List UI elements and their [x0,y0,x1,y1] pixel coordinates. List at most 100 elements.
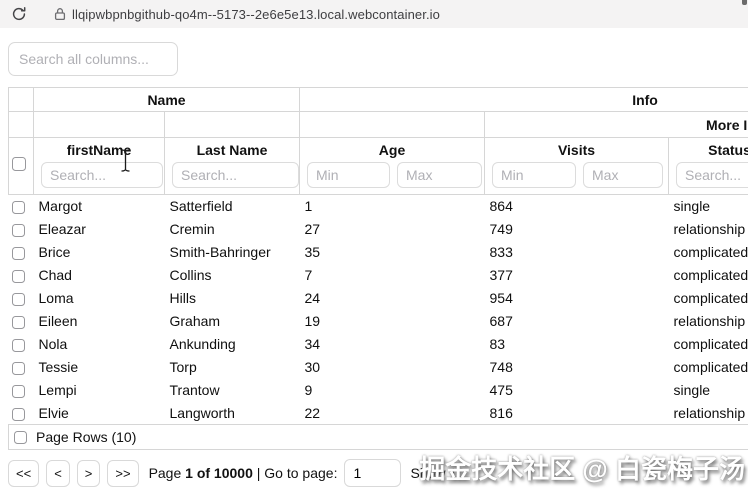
cell-age: 27 [304,221,321,237]
table-footer: Page Rows (10) [8,424,748,450]
cell-first-name: Eileen [38,313,78,329]
cell-last-name: Hills [169,290,196,306]
table-row: Brice Smith-Bahringer 35 833 complicated [9,241,748,264]
column-label: firstName [66,142,132,158]
cell-status: single [673,198,711,215]
cell-visits: 475 [489,382,513,398]
cell-last-name: Langworth [169,404,235,421]
age-max-filter-input[interactable] [397,162,483,188]
address-bar[interactable]: llqipwbpnbgithub-qo4m--5173--2e6e5e13.lo… [72,6,440,22]
cell-age: 30 [304,359,321,375]
row-select-cell [9,356,34,379]
cell-status: complicated [673,267,748,283]
placeholder-cell [299,111,486,138]
browser-toolbar: llqipwbpnbgithub-qo4m--5173--2e6e5e13.lo… [0,0,748,28]
cell-status: complicated [673,359,748,375]
select-all-checkbox[interactable] [12,157,26,171]
cell-status: single [673,382,711,398]
page-indicator: Page 1 of 10000 | Go to page: [149,465,338,481]
cell-first-name: Chad [38,267,72,283]
row-checkbox[interactable] [11,223,25,237]
column-label: Last Name [196,142,268,158]
status-filter-input[interactable] [676,162,748,188]
row-checkbox[interactable] [11,338,25,352]
prev-page-button[interactable]: < [46,459,70,487]
cell-age: 24 [304,290,321,306]
cell-first-name: Margot [38,198,83,215]
cell-last-name: Trantow [169,382,220,398]
first-page-button[interactable]: << [8,459,40,487]
row-checkbox[interactable] [11,361,25,375]
page-label: Page [148,465,186,481]
table-row: Elvie Langworth 22 816 relationship [9,402,748,425]
row-select-cell [9,195,34,218]
cell-age: 9 [304,382,313,398]
cell-first-name: Lempi [38,382,77,398]
page-rows-label: Page Rows (10) [36,429,137,445]
page-rows-checkbox[interactable] [14,430,27,444]
window-corner-artifact [742,0,747,5]
row-checkbox[interactable] [11,269,25,283]
lock-icon[interactable] [54,7,66,21]
column-header-first-name: firstName [33,137,165,195]
cell-visits: 749 [489,221,513,237]
pagination-bar: << < > >> Page 1 of 10000 | Go to page: … [8,450,740,487]
table-row: Nola Ankunding 34 83 complicated [9,333,748,356]
table-row: Chad Collins 7 377 complicated [9,264,748,287]
table-row: Tessie Torp 30 748 complicated [9,356,748,379]
cell-status: complicated [673,244,748,260]
first-name-filter-input[interactable] [41,162,163,188]
row-checkbox[interactable] [11,384,25,398]
cell-visits: 954 [489,290,513,306]
cell-status: relationship [673,404,746,421]
table-row: Lempi Trantow 9 475 single [9,379,748,402]
row-checkbox[interactable] [11,292,25,306]
row-checkbox[interactable] [11,315,25,329]
row-checkbox[interactable] [11,246,25,260]
cell-visits: 377 [489,267,513,283]
group-header-row: Name Info [8,87,748,112]
placeholder-cell [8,111,34,138]
goto-page-input[interactable] [344,459,402,487]
next-page-button[interactable]: > [76,459,101,487]
cell-first-name: Eleazar [38,221,86,237]
cell-last-name: Collins [169,267,212,283]
column-header-age: Age [299,137,486,195]
table-body: Margot Satterfield 1 864 single Eleazar … [9,195,748,425]
cell-status: complicated [673,336,748,352]
cell-first-name: Loma [38,290,74,306]
reload-icon[interactable] [10,5,28,23]
column-header-visits: Visits [484,137,670,195]
cell-visits: 748 [489,359,513,375]
cell-age: 34 [304,336,321,352]
subgroup-header-row: More Info [8,111,748,138]
cell-last-name: Smith-Bahringer [169,244,271,260]
row-checkbox[interactable] [11,407,25,421]
table-viewport: Name Info More Info firstName [8,87,748,450]
table-row: Eileen Graham 19 687 relationship [9,310,748,333]
visits-min-filter-input[interactable] [492,162,577,188]
page-value: 1 of 10000 [185,465,253,481]
search-input[interactable] [8,42,178,76]
visits-max-filter-input[interactable] [583,162,664,188]
placeholder-cell [33,111,165,138]
cell-visits: 864 [489,198,513,215]
cell-age: 19 [304,313,321,329]
cell-age: 7 [304,267,313,283]
row-select-cell [9,333,34,356]
cell-status: relationship [673,313,746,329]
age-min-filter-input[interactable] [307,162,391,188]
page-size-select[interactable]: Show 10 [410,465,465,481]
row-select-cell [9,402,34,425]
last-name-filter-input[interactable] [172,162,299,188]
row-checkbox[interactable] [11,201,25,215]
cell-last-name: Torp [169,359,197,375]
cell-visits: 83 [489,336,506,352]
last-page-button[interactable]: >> [107,459,139,487]
page-content: Name Info More Info firstName [0,28,748,487]
column-label: Visits [557,142,596,158]
cell-last-name: Ankunding [169,336,236,352]
group-header-more-info: More Info [484,111,748,138]
row-select-cell [9,264,34,287]
cell-status: relationship [673,221,746,237]
